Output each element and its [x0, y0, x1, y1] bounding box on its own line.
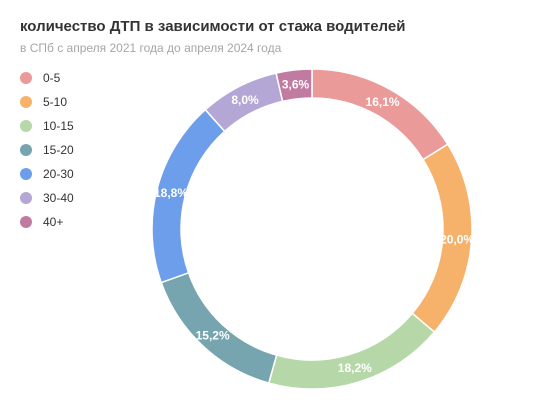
- legend-item[interactable]: 30-40: [20, 186, 74, 210]
- legend-item[interactable]: 5-10: [20, 90, 74, 114]
- legend-swatch: [20, 168, 32, 180]
- legend-item[interactable]: 0-5: [20, 66, 74, 90]
- legend-item[interactable]: 40+: [20, 210, 74, 234]
- legend-swatch: [20, 96, 32, 108]
- donut-slice[interactable]: [267, 312, 436, 390]
- legend-item[interactable]: 15-20: [20, 138, 74, 162]
- legend-swatch: [20, 120, 32, 132]
- slice-label: 20,0%: [440, 232, 474, 246]
- legend-label: 0-5: [43, 71, 61, 85]
- slice-label: 16,1%: [366, 95, 400, 109]
- legend-swatch: [20, 72, 32, 84]
- donut-slice[interactable]: [311, 68, 449, 161]
- slice-label: 18,2%: [338, 361, 372, 375]
- slice-label: 18,8%: [154, 186, 188, 200]
- legend-label: 10-15: [43, 119, 74, 133]
- slice-label: 3,6%: [282, 77, 310, 91]
- slice-label: 8,0%: [231, 93, 259, 107]
- chart-title: количество ДТП в зависимости от стажа во…: [20, 18, 406, 35]
- legend-item[interactable]: 10-15: [20, 114, 74, 138]
- legend-swatch: [20, 216, 32, 228]
- legend-label: 40+: [43, 215, 64, 229]
- legend-label: 30-40: [43, 191, 74, 205]
- donut-slice[interactable]: [275, 68, 313, 103]
- legend-item[interactable]: 20-30: [20, 162, 74, 186]
- legend-label: 20-30: [43, 167, 74, 181]
- legend-label: 5-10: [43, 95, 68, 109]
- legend-swatch: [20, 192, 32, 204]
- slice-label: 15,2%: [196, 328, 230, 342]
- legend: 0-5 5-10 10-15 15-20 20-30 30-40 40+: [20, 66, 74, 234]
- legend-label: 15-20: [43, 143, 74, 157]
- legend-swatch: [20, 144, 32, 156]
- chart-subtitle: в СПб с апреля 2021 года до апреля 2024 …: [20, 41, 282, 55]
